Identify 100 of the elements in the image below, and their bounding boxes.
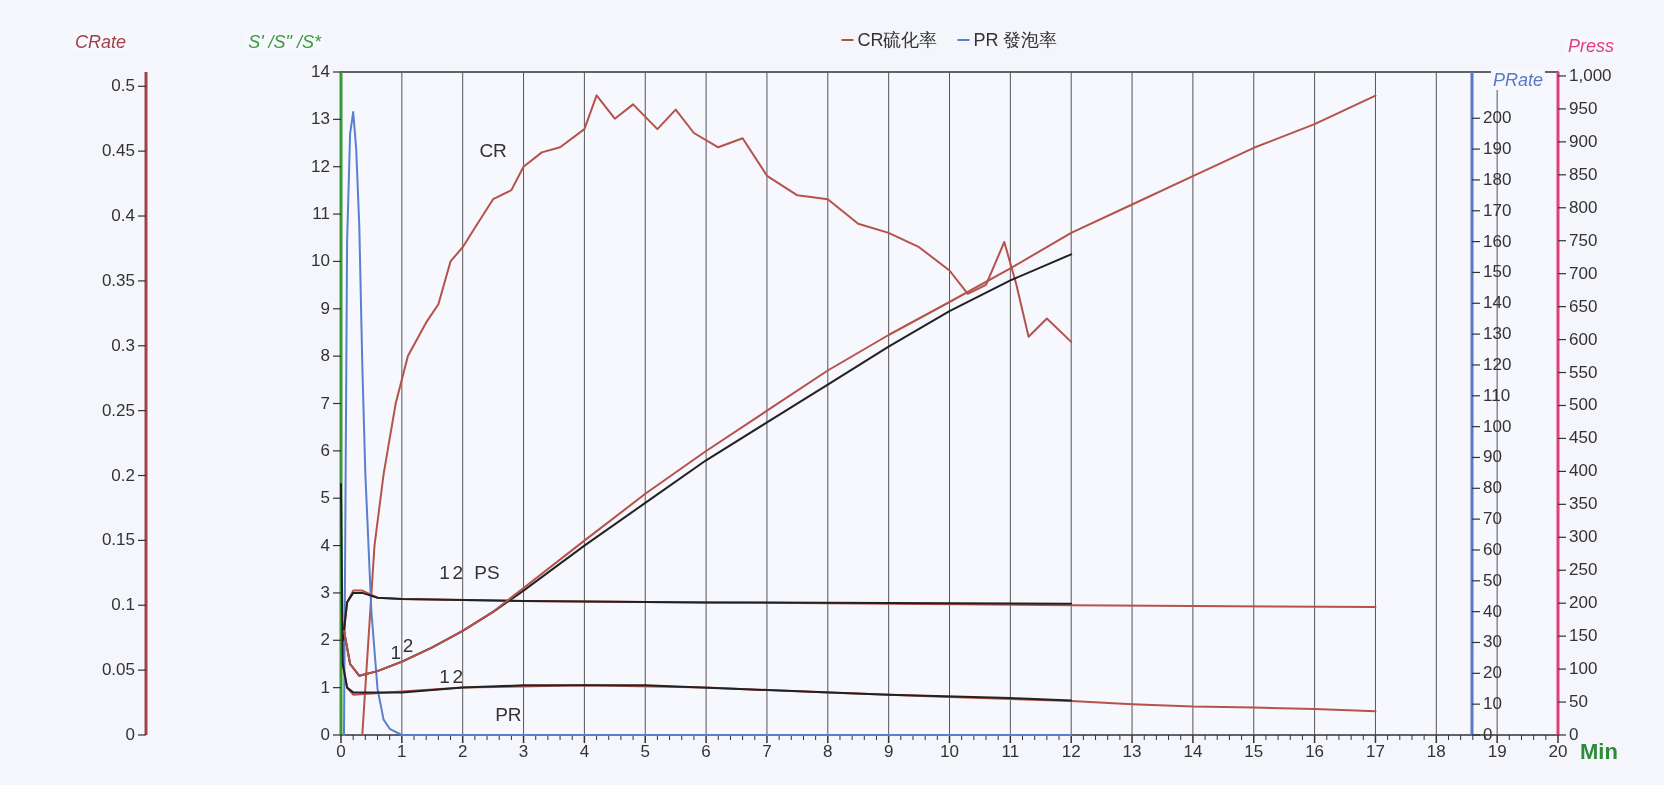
- y-tick-label: 300: [1569, 527, 1598, 547]
- y2-tick-label: 0.1: [111, 595, 135, 615]
- y3-tick-label: 50: [1483, 570, 1502, 590]
- y3-tick-label: 40: [1483, 601, 1502, 621]
- y3-tick-label: 170: [1483, 200, 1512, 220]
- y3-tick-label: 200: [1483, 108, 1512, 128]
- y3-tick-label: 120: [1483, 354, 1512, 374]
- x-tick-label: 3: [518, 742, 529, 761]
- x-tick-label: 6: [701, 742, 711, 761]
- y2-tick-label: 0.35: [101, 270, 135, 290]
- y-axis-title: S' /S" /S*: [248, 32, 322, 52]
- y2-tick-label: 0: [125, 725, 135, 744]
- y-tick-label: 0: [320, 725, 330, 744]
- y-tick-label: 750: [1569, 230, 1598, 250]
- x-tick-label: 2: [457, 742, 468, 761]
- annotation: 1: [439, 665, 450, 687]
- y-tick-label: 10: [311, 251, 330, 271]
- x-tick-label: 14: [1183, 742, 1203, 761]
- y-tick-label: 14: [311, 62, 330, 81]
- x-tick-label: 7: [762, 742, 772, 761]
- x-tick-label: 12: [1061, 742, 1081, 761]
- y-tick-label: 13: [311, 109, 330, 129]
- y3-tick-label: 140: [1483, 293, 1512, 313]
- y3-tick-label: 150: [1483, 262, 1512, 282]
- y-tick-label: 9: [320, 298, 330, 318]
- y3-tick-label: 90: [1483, 447, 1502, 467]
- y2-axis-title: CRate: [74, 32, 126, 52]
- y-tick-label: 450: [1569, 428, 1598, 448]
- y-tick-label: 950: [1569, 98, 1598, 118]
- annotation: 1: [390, 642, 402, 664]
- y-tick-label: 250: [1569, 560, 1598, 580]
- annotation: 2: [452, 561, 464, 583]
- y-tick-label: 550: [1569, 362, 1598, 382]
- x-tick-label: 20: [1548, 742, 1568, 761]
- x-tick-label: 10: [940, 742, 959, 761]
- y-tick-label: 12: [311, 156, 330, 176]
- y-axis-title: Press: [1568, 36, 1615, 56]
- legend-label: PR 發泡率: [973, 30, 1058, 50]
- y2-tick-label: 0.15: [101, 530, 135, 550]
- y-tick-label: 3: [320, 582, 330, 602]
- y2-tick-label: 0.4: [111, 206, 135, 226]
- y3-tick-label: 80: [1483, 478, 1502, 498]
- y-tick-label: 50: [1569, 692, 1588, 712]
- y3-tick-label: 190: [1483, 139, 1512, 159]
- y2-tick-label: 0.2: [111, 465, 135, 485]
- x-tick-label: 5: [640, 742, 650, 761]
- y2-tick-label: 0.5: [111, 76, 135, 96]
- y-tick-label: 1,000: [1569, 65, 1612, 85]
- y-tick-label: 150: [1569, 626, 1598, 646]
- annotation: PR: [495, 703, 522, 725]
- y-tick-label: 2: [320, 630, 330, 650]
- y3-tick-label: 100: [1483, 416, 1512, 436]
- annotation: PS: [474, 561, 500, 583]
- y-tick-label: 1: [320, 677, 330, 697]
- y3-tick-label: 30: [1483, 632, 1502, 652]
- y-tick-label: 400: [1569, 461, 1598, 481]
- y3-tick-label: 20: [1483, 663, 1502, 683]
- y-tick-label: 700: [1569, 263, 1598, 283]
- x-tick-label: 8: [823, 742, 833, 761]
- y-tick-label: 6: [320, 440, 330, 460]
- y-tick-label: 850: [1569, 164, 1598, 184]
- x-tick-label: 4: [579, 742, 590, 761]
- x-tick-label: 15: [1244, 742, 1264, 761]
- y-tick-label: 0: [1569, 725, 1579, 744]
- x-tick-label: 17: [1365, 742, 1385, 761]
- y3-tick-label: 70: [1483, 509, 1502, 529]
- annotation: 1: [439, 561, 450, 583]
- y2-tick-label: 0.45: [101, 141, 135, 161]
- y3-tick-label: 160: [1483, 231, 1512, 251]
- y-tick-label: 100: [1569, 659, 1598, 679]
- x-tick-label: 9: [883, 742, 894, 761]
- y3-tick-label: 130: [1483, 324, 1512, 344]
- y-tick-label: 800: [1569, 197, 1598, 217]
- y-tick-label: 900: [1569, 131, 1598, 151]
- y-tick-label: 8: [320, 346, 330, 366]
- legend-label: CR硫化率: [857, 30, 938, 50]
- x-tick-label: 16: [1305, 742, 1325, 761]
- y3-axis-title: PRate: [1493, 70, 1544, 90]
- y-tick-label: 650: [1569, 296, 1598, 316]
- y-tick-label: 200: [1569, 593, 1598, 613]
- y2-tick-label: 0.05: [101, 660, 135, 680]
- x-tick-label: 18: [1426, 742, 1446, 761]
- y-tick-label: 4: [320, 535, 330, 555]
- y-tick-label: 600: [1569, 329, 1598, 349]
- y3-tick-label: 180: [1483, 169, 1512, 189]
- x-tick-label: 19: [1487, 742, 1507, 761]
- x-tick-label: 11: [1001, 742, 1020, 761]
- y3-tick-label: 10: [1483, 694, 1502, 714]
- y-tick-label: 350: [1569, 494, 1598, 514]
- y2-tick-label: 0.25: [101, 400, 135, 420]
- y-tick-label: 11: [312, 204, 330, 224]
- annotation: 2: [402, 635, 414, 657]
- y-tick-label: 5: [320, 488, 330, 508]
- x-tick-label: 0: [336, 742, 346, 761]
- annotation: CR: [479, 140, 507, 162]
- y-tick-label: 7: [320, 393, 330, 413]
- x-axis-title: Min: [1580, 739, 1618, 764]
- y3-tick-label: 60: [1483, 539, 1502, 559]
- annotation: 2: [452, 665, 464, 687]
- y-tick-label: 500: [1569, 395, 1598, 415]
